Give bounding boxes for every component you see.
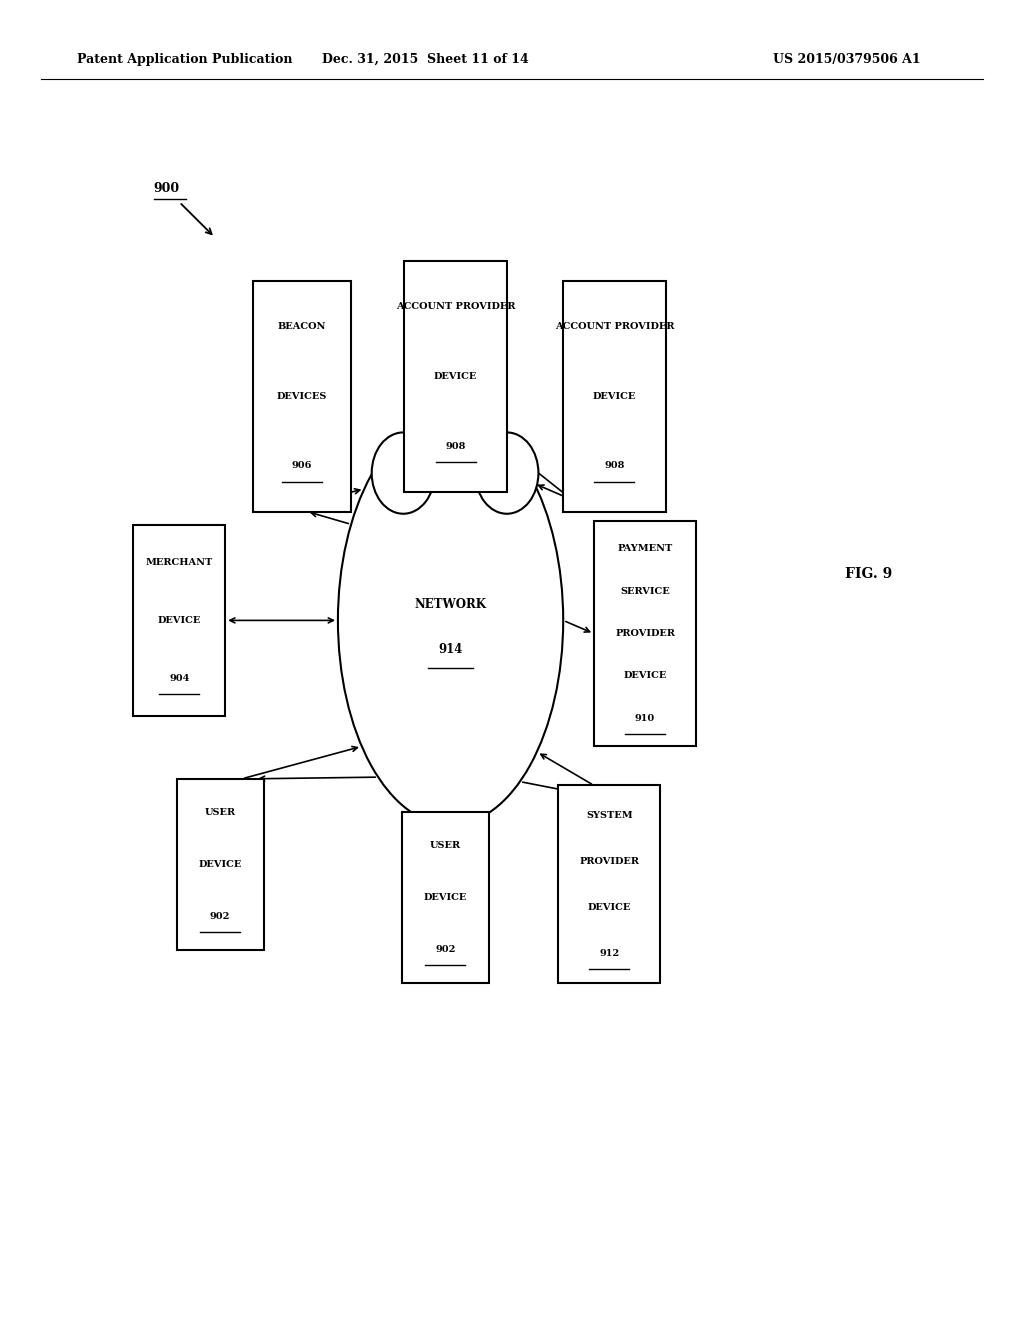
Text: DEVICE: DEVICE	[199, 861, 242, 869]
Text: MERCHANT: MERCHANT	[145, 558, 213, 566]
Text: DEVICE: DEVICE	[424, 894, 467, 902]
Text: ACCOUNT PROVIDER: ACCOUNT PROVIDER	[396, 302, 515, 310]
Text: 902: 902	[435, 945, 456, 954]
Text: 912: 912	[599, 949, 620, 958]
Text: BEACON: BEACON	[278, 322, 327, 330]
Text: 906: 906	[292, 462, 312, 470]
FancyBboxPatch shape	[401, 812, 489, 983]
FancyBboxPatch shape	[133, 524, 225, 715]
Text: DEVICE: DEVICE	[158, 616, 201, 624]
Text: SYSTEM: SYSTEM	[586, 810, 633, 820]
FancyBboxPatch shape	[404, 261, 507, 492]
Text: PROVIDER: PROVIDER	[580, 857, 639, 866]
Text: DEVICE: DEVICE	[624, 672, 667, 680]
Text: DEVICE: DEVICE	[593, 392, 636, 400]
Ellipse shape	[338, 416, 563, 825]
Text: USER: USER	[430, 841, 461, 850]
Text: SERVICE: SERVICE	[621, 587, 670, 595]
Text: US 2015/0379506 A1: US 2015/0379506 A1	[773, 53, 921, 66]
Text: DEVICE: DEVICE	[434, 372, 477, 380]
Text: 914: 914	[438, 643, 463, 656]
Text: USER: USER	[205, 808, 236, 817]
FancyBboxPatch shape	[254, 281, 350, 512]
Text: DEVICES: DEVICES	[276, 392, 328, 400]
Text: FIG. 9: FIG. 9	[845, 568, 892, 581]
Text: NETWORK: NETWORK	[415, 598, 486, 611]
FancyBboxPatch shape	[563, 281, 666, 512]
Circle shape	[372, 433, 435, 513]
Text: PROVIDER: PROVIDER	[615, 630, 675, 638]
FancyBboxPatch shape	[594, 521, 696, 746]
Text: 908: 908	[604, 462, 625, 470]
Text: 900: 900	[154, 182, 180, 195]
Text: ACCOUNT PROVIDER: ACCOUNT PROVIDER	[555, 322, 674, 330]
FancyBboxPatch shape	[176, 779, 264, 950]
Text: PAYMENT: PAYMENT	[617, 544, 673, 553]
Text: DEVICE: DEVICE	[588, 903, 631, 912]
FancyBboxPatch shape	[558, 785, 660, 983]
Text: 904: 904	[169, 675, 189, 682]
Text: 908: 908	[445, 442, 466, 450]
Text: 902: 902	[210, 912, 230, 921]
Text: Patent Application Publication: Patent Application Publication	[77, 53, 292, 66]
Circle shape	[475, 433, 539, 513]
Text: Dec. 31, 2015  Sheet 11 of 14: Dec. 31, 2015 Sheet 11 of 14	[322, 53, 528, 66]
Text: 910: 910	[635, 714, 655, 723]
Circle shape	[416, 392, 489, 488]
